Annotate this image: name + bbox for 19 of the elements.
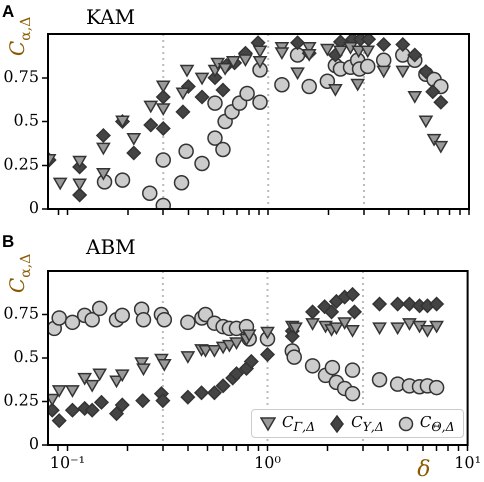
y-tick-label: 0.25 (3, 154, 39, 174)
x-tick-label: 10⁻¹ (50, 452, 85, 472)
legend-label: C$_{Γ,Δ}$ (282, 413, 316, 434)
y-tick-label: 0.75 (3, 66, 39, 86)
x-axis-title: δ (417, 457, 431, 482)
y-axis-title: Cα,Δ (5, 254, 34, 293)
x-tick-label: 10⁰ (254, 452, 281, 472)
y-tick-label: 0 (28, 434, 39, 454)
legend-label: C$_{Θ,Δ}$ (420, 413, 455, 434)
legend-label: C$_{Υ,Δ}$ (351, 413, 384, 434)
y-tick-label: 0.5 (14, 347, 39, 366)
chart-title: KAM (86, 5, 136, 29)
y-tick-label: 0 (28, 198, 39, 218)
text: B (2, 232, 14, 251)
y-tick-label: 0.75 (3, 304, 39, 323)
y-tick-label: 0.5 (14, 110, 39, 130)
x-tick-label: 10¹ (454, 452, 482, 472)
y-tick-label: 0.25 (3, 390, 39, 410)
chart-title: ABM (85, 235, 136, 259)
